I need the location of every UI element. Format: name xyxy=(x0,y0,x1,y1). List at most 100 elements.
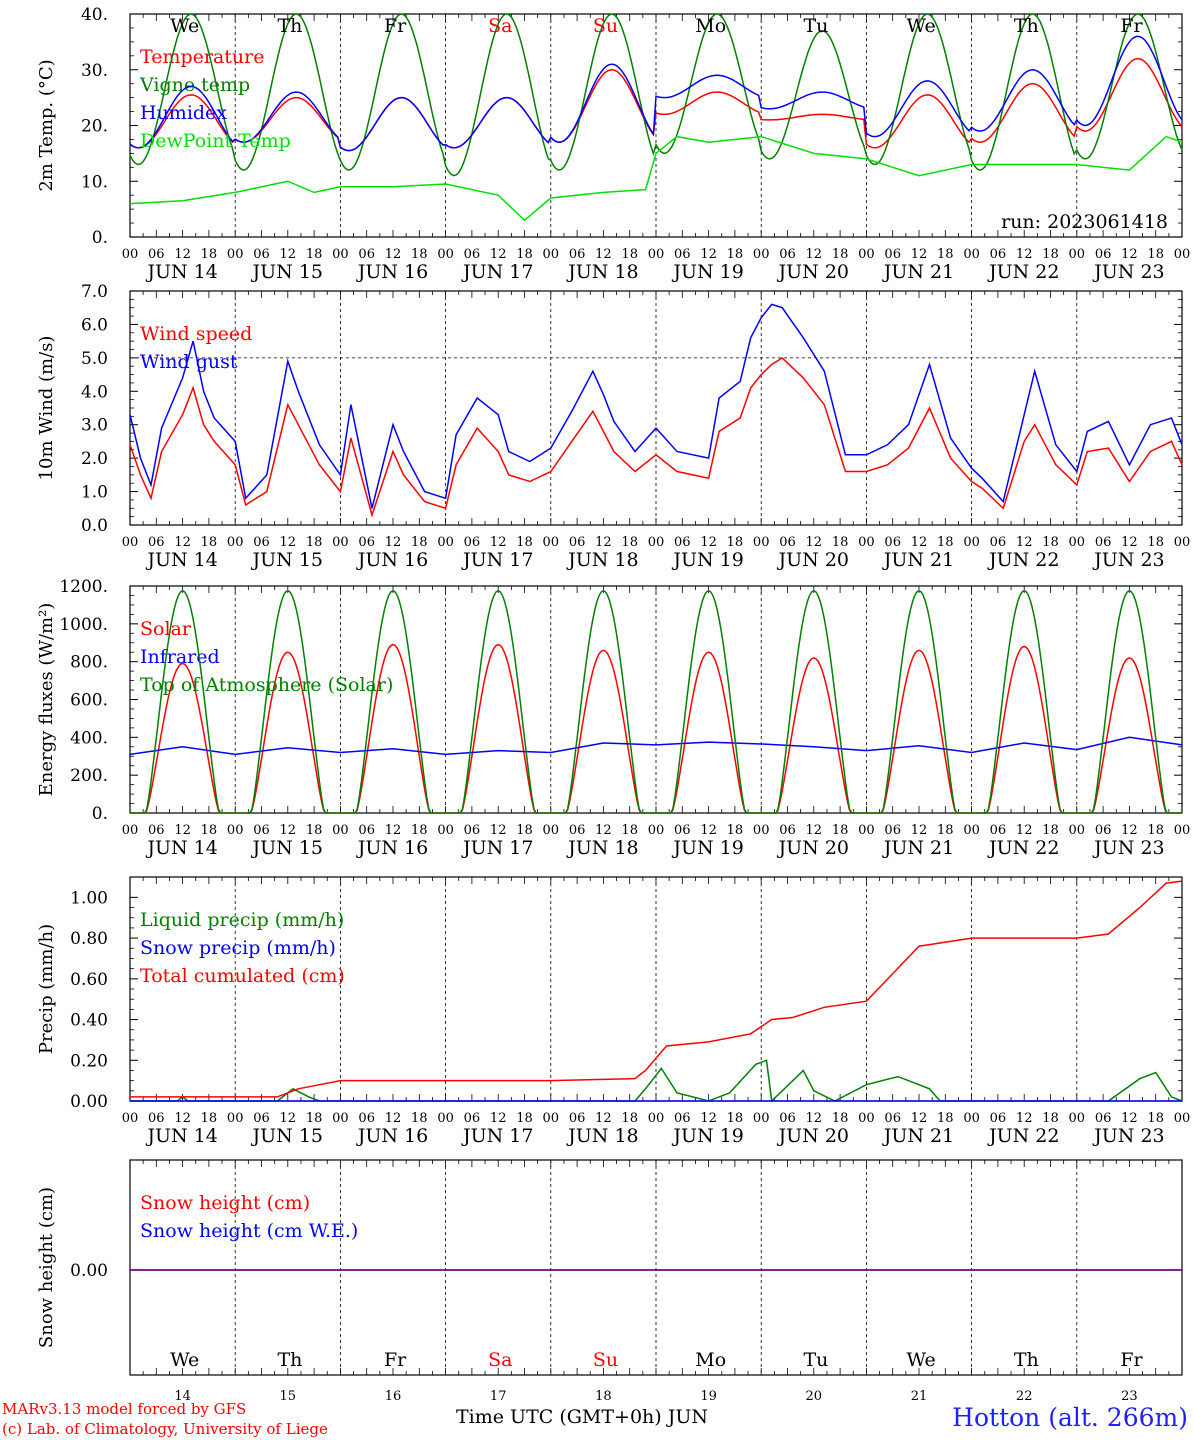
day-number-label: 20 xyxy=(806,1389,823,1404)
hour-tick-label: 06 xyxy=(464,1111,481,1126)
hour-tick-label: 00 xyxy=(332,535,349,550)
y-tick-label: 0.00 xyxy=(70,1092,108,1112)
weekday-label: Tu xyxy=(803,1349,828,1371)
hour-tick-label: 12 xyxy=(490,247,507,262)
y-tick-label: 800. xyxy=(70,653,108,673)
hour-tick-label: 18 xyxy=(516,1111,533,1126)
series-line-energy-1 xyxy=(129,736,1183,756)
date-label: JUN 19 xyxy=(671,261,743,283)
date-label: JUN 18 xyxy=(566,261,638,283)
hour-tick-label: 06 xyxy=(779,823,796,838)
hour-tick-label: 06 xyxy=(990,823,1007,838)
date-label: JUN 20 xyxy=(777,261,849,283)
date-label: JUN 22 xyxy=(987,1125,1059,1147)
legend-entry: Humidex xyxy=(140,102,227,124)
series-line-temperature-1 xyxy=(129,13,1183,177)
date-label: JUN 22 xyxy=(987,549,1059,571)
hour-tick-label: 18 xyxy=(201,247,218,262)
legend-entry: Temperature xyxy=(140,46,264,68)
y-tick-label: 0.40 xyxy=(70,1011,108,1031)
hour-tick-label: 12 xyxy=(911,823,928,838)
series-line-temperature-2 xyxy=(129,35,1183,152)
hour-tick-label: 06 xyxy=(569,1111,586,1126)
hour-tick-label: 18 xyxy=(1147,823,1164,838)
hour-tick-label: 12 xyxy=(911,1111,928,1126)
hour-tick-label: 06 xyxy=(569,247,586,262)
hour-tick-label: 00 xyxy=(122,247,139,262)
hour-tick-label: 18 xyxy=(411,823,428,838)
y-tick-label: 1.0 xyxy=(81,483,108,503)
date-label: JUN 21 xyxy=(882,261,954,283)
hour-tick-label: 06 xyxy=(884,247,901,262)
hour-tick-label: 12 xyxy=(700,823,717,838)
hour-tick-label: 12 xyxy=(280,1111,297,1126)
date-label: JUN 14 xyxy=(145,837,217,859)
panel-energy: 0. 200. 400. 600. 800. 1000. 1200.Energy fluxe… xyxy=(36,577,1190,859)
hour-tick-label: 06 xyxy=(884,535,901,550)
hour-tick-label: 18 xyxy=(727,247,744,262)
weekday-label: Sa xyxy=(488,1349,512,1371)
date-label: JUN 16 xyxy=(356,549,428,571)
hour-tick-label: 00 xyxy=(1069,535,1086,550)
series-line-wind-0 xyxy=(129,356,1183,518)
hour-tick-label: 18 xyxy=(516,535,533,550)
y-tick-label: 3.0 xyxy=(81,416,108,436)
hour-tick-label: 12 xyxy=(1016,1111,1033,1126)
hour-tick-label: 12 xyxy=(280,535,297,550)
date-label: JUN 15 xyxy=(251,261,323,283)
series-line-precip-2 xyxy=(130,880,1183,1098)
y-tick-label: 0. xyxy=(92,228,108,248)
legend-entry: Liquid precip (mm/h) xyxy=(140,909,344,931)
hour-tick-label: 12 xyxy=(385,823,402,838)
hour-tick-label: 06 xyxy=(569,823,586,838)
weekday-label: Th xyxy=(1014,1349,1039,1371)
hour-tick-label: 12 xyxy=(280,823,297,838)
hour-tick-label: 12 xyxy=(490,535,507,550)
y-tick-label: 600. xyxy=(70,691,108,711)
date-label: JUN 21 xyxy=(882,837,954,859)
date-label: JUN 21 xyxy=(882,549,954,571)
hour-tick-label: 06 xyxy=(464,247,481,262)
hour-tick-label: 06 xyxy=(148,823,165,838)
hour-tick-label: 06 xyxy=(253,823,270,838)
hour-tick-label: 18 xyxy=(1147,1111,1164,1126)
hour-tick-label: 00 xyxy=(858,823,875,838)
date-label: JUN 17 xyxy=(461,261,533,283)
date-label: JUN 20 xyxy=(777,837,849,859)
date-label: JUN 23 xyxy=(1092,261,1164,283)
weekday-label: We xyxy=(170,15,199,37)
day-number-label: 23 xyxy=(1121,1389,1138,1404)
hour-tick-label: 18 xyxy=(832,1111,849,1126)
hour-tick-label: 18 xyxy=(621,247,638,262)
legend-entry: Total cumulated (cm) xyxy=(140,965,345,987)
hour-tick-label: 00 xyxy=(648,1111,665,1126)
hour-tick-label: 12 xyxy=(174,535,191,550)
hour-tick-label: 18 xyxy=(201,823,218,838)
hour-tick-label: 06 xyxy=(674,247,691,262)
weekday-label: Th xyxy=(277,1349,302,1371)
hour-tick-label: 18 xyxy=(727,1111,744,1126)
hour-tick-label: 00 xyxy=(1174,535,1191,550)
date-label: JUN 17 xyxy=(461,1125,533,1147)
y-tick-label: 0.00 xyxy=(70,1261,108,1281)
hour-tick-label: 00 xyxy=(1069,823,1086,838)
hour-tick-label: 12 xyxy=(595,247,612,262)
hour-tick-label: 06 xyxy=(253,1111,270,1126)
hour-tick-label: 12 xyxy=(490,1111,507,1126)
hour-tick-label: 12 xyxy=(490,823,507,838)
hour-tick-label: 18 xyxy=(937,247,954,262)
y-axis-label: 2m Temp. (°C) xyxy=(36,59,57,191)
hour-tick-label: 12 xyxy=(174,247,191,262)
hour-tick-label: 00 xyxy=(122,535,139,550)
hour-tick-label: 18 xyxy=(621,535,638,550)
hour-tick-label: 12 xyxy=(700,1111,717,1126)
legend-entry: Snow precip (mm/h) xyxy=(140,937,336,959)
y-tick-label: 400. xyxy=(70,728,108,748)
y-tick-label: 0.60 xyxy=(70,970,108,990)
date-label: JUN 23 xyxy=(1092,549,1164,571)
hour-tick-label: 06 xyxy=(1095,1111,1112,1126)
day-number-label: 22 xyxy=(1016,1389,1033,1404)
y-tick-label: 20. xyxy=(81,117,108,137)
hour-tick-label: 18 xyxy=(1147,535,1164,550)
hour-tick-label: 06 xyxy=(148,535,165,550)
